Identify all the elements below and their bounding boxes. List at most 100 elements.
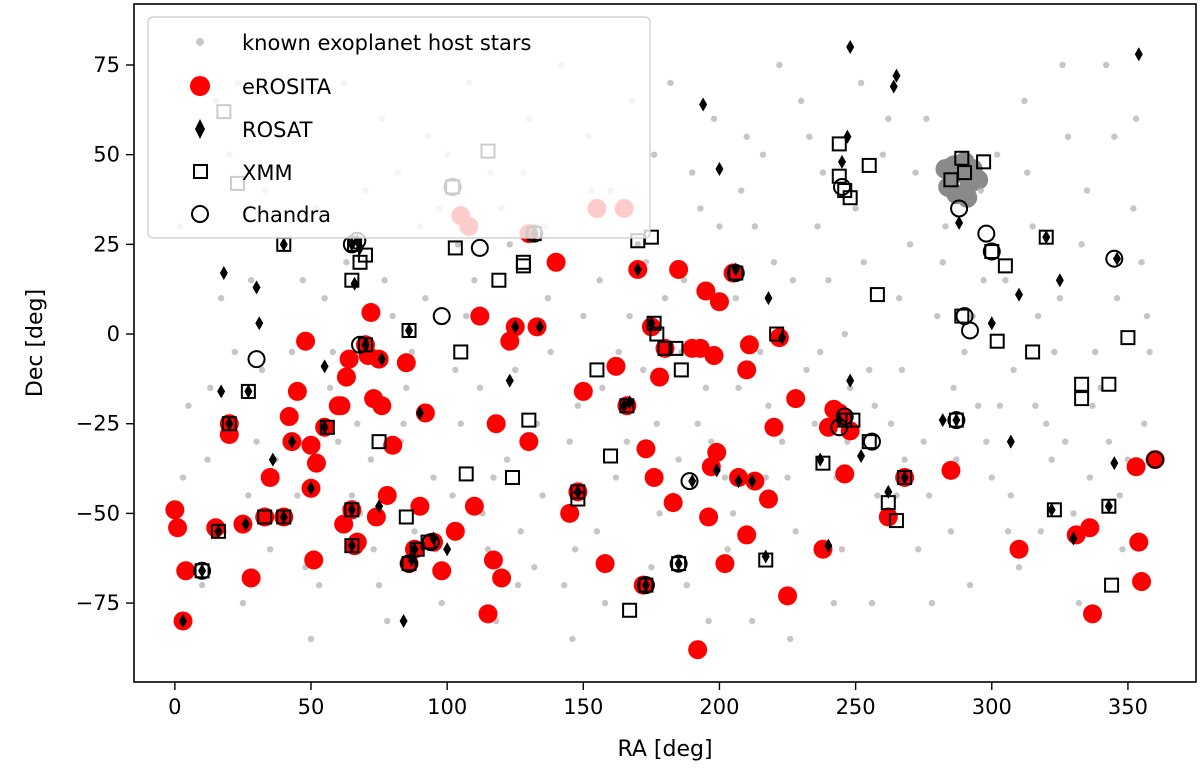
host-star-point: [299, 277, 307, 284]
xmm-point: [491, 272, 507, 288]
xmm-point: [453, 344, 469, 360]
host-star-point: [612, 474, 620, 481]
chandra-point: [835, 407, 854, 426]
host-star-point: [438, 599, 445, 607]
xmm-point: [880, 495, 896, 511]
xmm-point: [1074, 391, 1090, 407]
erosita-point: [546, 252, 566, 272]
legend-label-host: known exoplanet host stars: [242, 31, 531, 55]
xmm-point: [622, 602, 638, 618]
legend-label-xmm: XMM: [242, 161, 293, 185]
rosat-point: [938, 413, 947, 428]
xmm-point: [515, 258, 531, 274]
erosita-point: [1083, 604, 1103, 624]
host-star-point: [770, 259, 778, 266]
host-star-point: [408, 348, 415, 356]
rosat-point: [219, 266, 228, 281]
rosat-point: [214, 524, 223, 539]
host-star-point: [1116, 492, 1123, 499]
rosat-point: [715, 162, 724, 177]
host-star-point: [430, 474, 437, 481]
erosita-point: [650, 367, 670, 387]
host-star-point: [953, 456, 960, 463]
chandra-point: [247, 350, 266, 369]
host-star-point: [925, 492, 933, 499]
xmm-point: [646, 315, 662, 331]
rosat-point: [688, 474, 697, 489]
host-star-point: [326, 384, 334, 392]
xmm-point: [344, 272, 360, 288]
rosat-point: [241, 517, 250, 532]
legend-marker-xmm: [193, 164, 208, 179]
host-star-point: [680, 277, 688, 284]
chandra-point: [982, 242, 1001, 261]
xmm-point: [257, 509, 273, 525]
chandra-point: [193, 561, 212, 580]
rosat-point: [1055, 273, 1064, 288]
chandra-point: [669, 554, 688, 573]
rosat-point: [399, 614, 408, 629]
host-star-point: [266, 546, 274, 553]
host-star-point: [247, 277, 255, 284]
host-star-point: [841, 330, 848, 338]
legend-marker-rosat: [195, 119, 205, 139]
rosat-point: [838, 154, 846, 169]
host-star-point: [231, 348, 238, 356]
host-star-point: [258, 366, 266, 374]
host-star-point: [1015, 564, 1023, 571]
xmm-point: [673, 362, 689, 378]
host-star-point: [490, 474, 497, 481]
erosita-point: [704, 346, 724, 366]
host-star-point: [239, 599, 247, 607]
erosita-point: [519, 432, 539, 452]
x-tick-label: 200: [699, 695, 739, 719]
host-star-point: [561, 581, 568, 589]
x-axis-ticks: 0 50 100 150 200 250 300 350: [168, 682, 1148, 719]
host-star-point: [792, 528, 799, 535]
erosita-point: [260, 468, 280, 488]
host-star-point: [912, 169, 919, 176]
host-star-point: [1143, 312, 1151, 320]
chandra-point: [421, 533, 440, 552]
host-star-point: [471, 277, 478, 284]
erosita-point: [336, 367, 356, 387]
host-star-point: [1102, 61, 1110, 69]
rosat-point: [1015, 287, 1023, 302]
xmm-point: [954, 150, 970, 166]
rosat-point: [633, 262, 642, 277]
rosat-point: [1042, 230, 1051, 245]
xmm-point: [221, 416, 237, 432]
xmm-point: [989, 333, 1005, 349]
xmm-point: [758, 552, 774, 568]
host-star-point: [547, 348, 554, 356]
host-star-point: [887, 420, 895, 427]
rosat-point: [1069, 531, 1078, 546]
host-star-point: [1130, 205, 1137, 212]
host-star-point: [245, 492, 252, 499]
host-star-point: [789, 277, 797, 284]
rosat-point: [198, 563, 207, 578]
rosat-point: [1104, 499, 1113, 514]
xmm-point: [1120, 330, 1136, 346]
host-star-point: [634, 241, 641, 248]
host-star-point: [1023, 169, 1031, 176]
erosita-point: [707, 442, 727, 462]
chandra-point: [636, 576, 655, 595]
chandra-point: [977, 224, 996, 243]
host-star-point: [1105, 438, 1113, 445]
host-star-point: [846, 384, 854, 392]
y-axis-ticks: −75 −50 −25 0 25 50 75: [76, 53, 134, 615]
host-star-point: [852, 205, 859, 212]
host-star-point: [1021, 97, 1028, 105]
host-star-point: [928, 599, 936, 607]
host-star-point: [806, 133, 813, 140]
host-star-point: [947, 528, 955, 535]
host-star-point: [1119, 546, 1126, 553]
rosat-point: [320, 359, 329, 374]
host-star-point: [939, 259, 946, 266]
host-star-point: [294, 492, 301, 499]
erosita-point: [739, 335, 759, 355]
rosat-point: [347, 502, 356, 517]
host-star-point: [348, 492, 356, 499]
